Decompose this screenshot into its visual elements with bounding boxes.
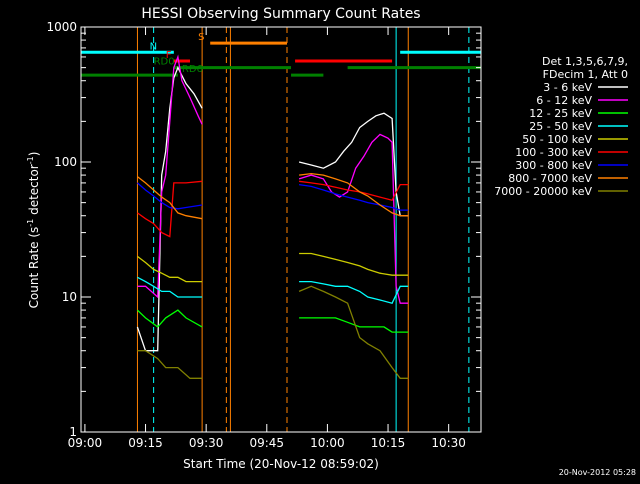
series-6-segment-1 [299, 183, 409, 211]
y-tick-label-3: 1000 [46, 20, 77, 34]
x-tick-label-1: 09:15 [128, 436, 163, 450]
flag-label-s: S [198, 32, 204, 43]
y-tick-label-2: 100 [54, 155, 77, 169]
series-1-segment-0 [137, 54, 203, 299]
flag-label-f: F [166, 50, 172, 61]
legend-header-detectors: Det 1,3,5,6,7,9, [542, 55, 628, 68]
y-axis-label-superscript: -1 [26, 219, 35, 227]
series-3-segment-1 [299, 280, 409, 304]
flag-label-n: N [150, 41, 157, 52]
series-7-segment-1 [299, 172, 409, 217]
series-1-segment-1 [298, 133, 409, 304]
y-axis-label-superscript-2: -1 [26, 156, 35, 164]
x-tick-label-3: 09:45 [249, 436, 284, 450]
y-axis-label-middle: detector [27, 164, 41, 219]
x-tick-label-2: 09:30 [189, 436, 224, 450]
series-8-segment-1 [298, 285, 409, 379]
series-0-segment-0 [136, 66, 203, 352]
flag-label-rd0: RD0 [154, 57, 175, 68]
x-axis-label: Start Time (20-Nov-12 08:59:02) [183, 457, 379, 471]
x-tick-label-5: 10:15 [371, 436, 406, 450]
y-axis-label-main: Count Rate (s [27, 227, 41, 309]
series-7-segment-0 [137, 176, 203, 220]
x-tick-label-4: 10:00 [310, 436, 345, 450]
legend-label-7: 800 - 7000 keV [508, 172, 592, 185]
series-0-segment-1 [298, 112, 409, 217]
legend-label-5: 100 - 300 keV [515, 146, 592, 159]
y-tick-label-0: 1 [69, 425, 77, 439]
x-axis-ticks: 09:00 09:15 09:30 09:45 10:00 10:15 10:30 [68, 27, 466, 450]
legend-label-4: 50 - 100 keV [522, 133, 592, 146]
series-2-segment-1 [299, 317, 409, 333]
legend-label-3: 25 - 50 keV [529, 120, 592, 133]
series-4-segment-1 [299, 252, 409, 276]
series-2-segment-0 [136, 309, 203, 328]
legend-label-2: 12 - 25 keV [529, 107, 592, 120]
series-6-segment-0 [136, 182, 203, 210]
legend-label-0: 3 - 6 keV [543, 81, 592, 94]
y-tick-label-1: 10 [62, 290, 77, 304]
plot-timestamp: 20-Nov-2012 05:28 [559, 468, 636, 477]
y-axis-label-end: ) [27, 152, 41, 157]
data-series [136, 54, 409, 379]
vertical-marker-lines [136, 27, 470, 432]
legend-label-6: 300 - 800 keV [515, 159, 592, 172]
x-tick-label-6: 10:30 [431, 436, 466, 450]
flag-label-rd6: RD6 [182, 64, 203, 75]
y-axis-label: Count Rate (s-1 detector-1) [26, 152, 41, 309]
y-axis-ticks: 1 10 100 1000 [46, 20, 481, 439]
legend-label-8: 7000 - 20000 keV [494, 185, 592, 198]
series-5-segment-0 [137, 180, 203, 238]
series-8-segment-0 [137, 350, 203, 379]
x-tick-label-0: 09:00 [68, 436, 103, 450]
series-3-segment-0 [137, 276, 203, 298]
legend-label-1: 6 - 12 keV [536, 94, 592, 107]
chart-title: HESSI Observing Summary Count Rates [141, 6, 420, 22]
plot-frame [80, 26, 482, 433]
series-4-segment-0 [137, 255, 203, 283]
legend-header-decimation: FDecim 1, Att 0 [543, 68, 628, 81]
legend: Det 1,3,5,6,7,9, FDecim 1, Att 0 3 - 6 k… [494, 55, 628, 198]
